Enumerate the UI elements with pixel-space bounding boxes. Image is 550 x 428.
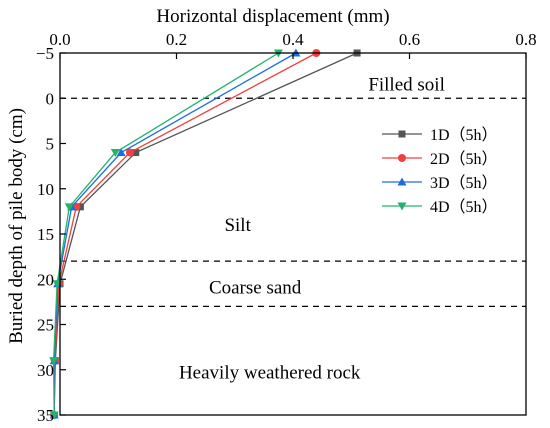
point-marker bbox=[76, 203, 84, 211]
y-tick-label: 15 bbox=[37, 225, 54, 244]
series-line bbox=[53, 52, 297, 415]
legend-item: 1D（5h） bbox=[382, 126, 498, 144]
point-marker bbox=[132, 149, 140, 157]
y-tick-label: 10 bbox=[37, 180, 54, 199]
point-marker bbox=[397, 177, 407, 186]
plot-frame bbox=[59, 52, 527, 416]
y-tick-label: 30 bbox=[37, 361, 54, 380]
y-tick-label: 20 bbox=[37, 270, 54, 289]
layer-label: Coarse sand bbox=[209, 277, 302, 298]
plot-border bbox=[59, 52, 527, 416]
point-marker bbox=[125, 148, 134, 157]
x-tick-label: 0.8 bbox=[515, 30, 536, 49]
series-line bbox=[52, 52, 279, 416]
point-marker bbox=[64, 203, 74, 212]
series-4 bbox=[49, 49, 283, 420]
layer-labels: Filled soil Silt Coarse sand Heavily weathe… bbox=[179, 75, 445, 384]
x-axis-title: Horizontal displacement (mm) bbox=[156, 6, 389, 27]
legend-label: 4D（5h） bbox=[430, 198, 498, 216]
legend-label: 2D（5h） bbox=[430, 150, 498, 168]
legend-label: 3D（5h） bbox=[430, 174, 498, 192]
y-axis-title: Buried depth of pile body (cm) bbox=[6, 108, 27, 344]
point-marker bbox=[116, 148, 126, 157]
y-tick-label: −5 bbox=[36, 44, 54, 63]
layer-boundaries bbox=[60, 97, 526, 307]
series-line bbox=[53, 52, 358, 416]
legend: 1D（5h） 2D（5h） 3D（5h） 4D（5h） bbox=[382, 126, 498, 216]
legend-item: 4D（5h） bbox=[382, 198, 498, 216]
legend-item: 3D（5h） bbox=[382, 174, 498, 192]
layer-label: Heavily weathered rock bbox=[179, 362, 361, 383]
layer-label: Silt bbox=[224, 215, 251, 236]
series-line bbox=[53, 52, 317, 416]
point-marker bbox=[49, 357, 59, 366]
y-tick-label: 5 bbox=[46, 135, 55, 154]
axis-ticks: 0.0 0.2 0.4 0.6 0.8 −5 0 5 10 15 20 25 30 35 bbox=[36, 30, 537, 425]
y-tick-label: 35 bbox=[37, 406, 54, 425]
point-marker bbox=[398, 130, 406, 138]
layer-label: Filled soil bbox=[368, 75, 445, 96]
point-marker bbox=[52, 280, 62, 289]
x-tick-label: 0.2 bbox=[166, 30, 187, 49]
x-tick-label: 0.0 bbox=[49, 30, 70, 49]
x-tick-label: 0.4 bbox=[282, 30, 304, 49]
point-marker bbox=[397, 202, 407, 211]
y-tick-label: 0 bbox=[46, 89, 55, 108]
point-marker bbox=[49, 411, 59, 420]
legend-item: 2D（5h） bbox=[382, 150, 498, 168]
point-marker bbox=[110, 149, 120, 158]
y-tick-label: 25 bbox=[37, 316, 54, 335]
x-tick-label: 0.6 bbox=[399, 30, 420, 49]
legend-label: 1D（5h） bbox=[430, 126, 498, 144]
point-marker bbox=[398, 154, 406, 162]
